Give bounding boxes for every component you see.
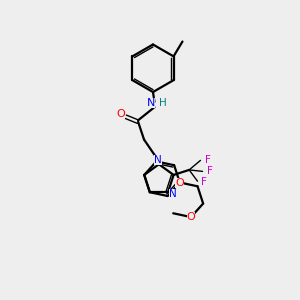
Text: O: O [116,109,125,119]
Text: O: O [187,212,195,222]
Text: N: N [154,155,162,165]
Text: H: H [159,98,167,108]
Text: O: O [176,178,184,188]
Text: N: N [169,189,176,199]
Text: N: N [147,98,155,108]
Text: F: F [205,155,211,165]
Text: F: F [207,166,213,176]
Text: F: F [201,177,207,187]
